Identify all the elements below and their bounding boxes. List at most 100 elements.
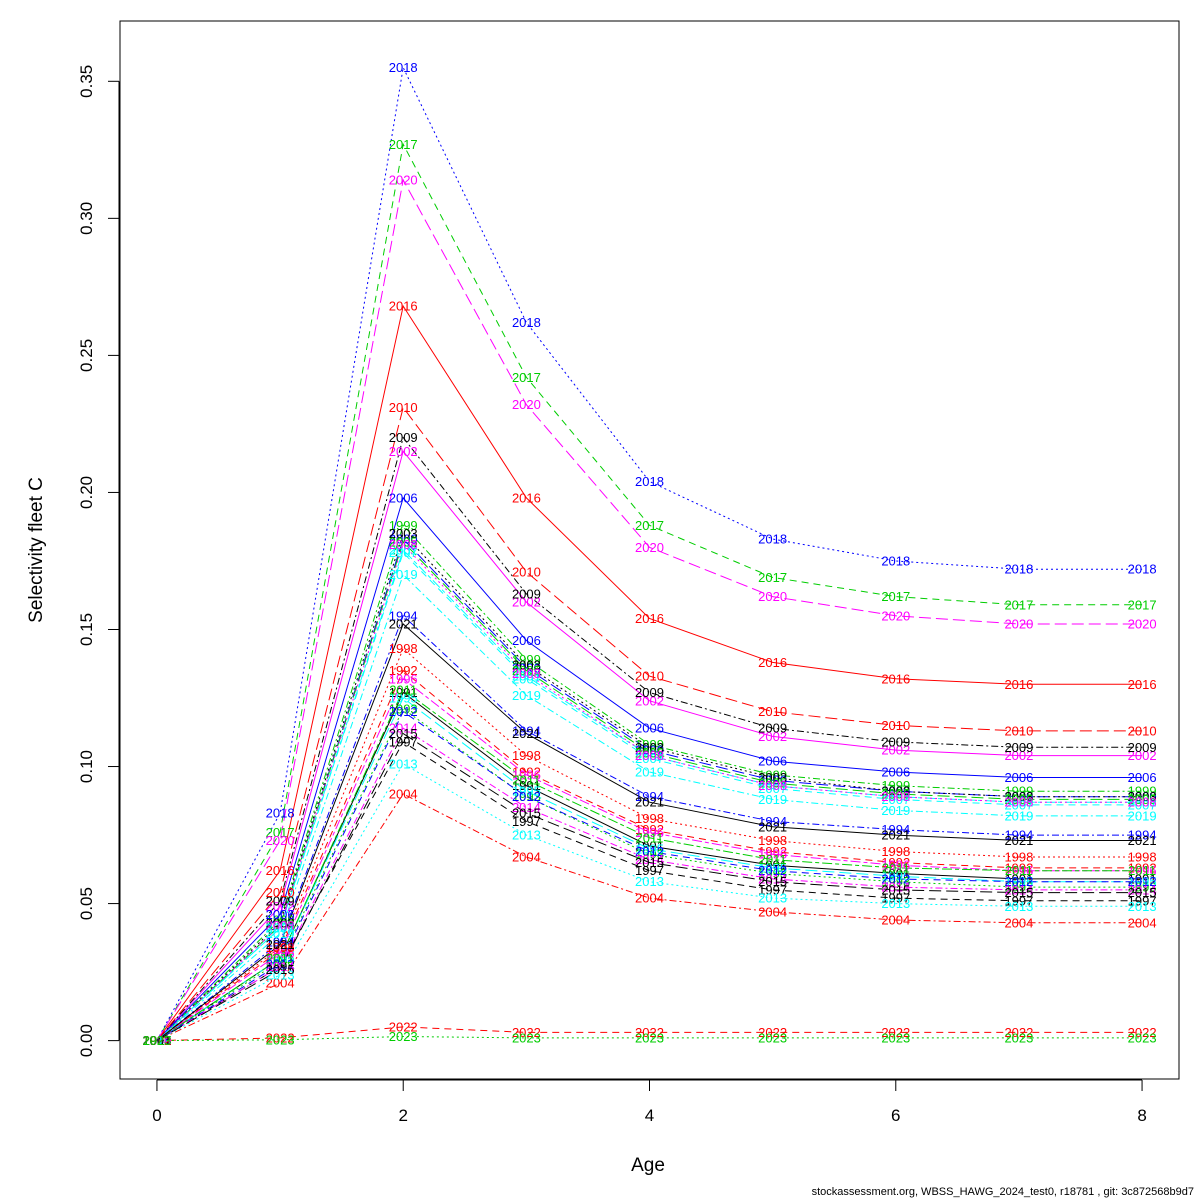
series-line-2015 bbox=[156, 732, 1143, 1042]
point-label-2015: 2015 bbox=[1128, 885, 1157, 900]
x-tick-label: 2 bbox=[398, 1106, 407, 1125]
point-label-2018: 2018 bbox=[266, 806, 295, 821]
point-label-1996: 1996 bbox=[266, 945, 295, 960]
point-label-1991: 1991 bbox=[1004, 871, 1033, 886]
point-label-2010: 2010 bbox=[142, 1033, 171, 1048]
point-label-2009: 2009 bbox=[1128, 740, 1157, 755]
point-label-2023: 2023 bbox=[881, 1030, 910, 1045]
point-label-2020: 2020 bbox=[266, 833, 295, 848]
point-label-2022: 2022 bbox=[1128, 1025, 1157, 1040]
point-label-2011: 2011 bbox=[1005, 863, 1033, 878]
point-label-1998: 1998 bbox=[389, 641, 418, 656]
point-label-2010: 2010 bbox=[512, 564, 541, 579]
point-label-2012: 2012 bbox=[512, 789, 541, 804]
point-label-2012: 2012 bbox=[881, 871, 910, 886]
point-label-2013: 2013 bbox=[266, 967, 295, 982]
point-label-2009: 2009 bbox=[512, 586, 541, 601]
point-label-2011: 2011 bbox=[1128, 863, 1156, 878]
series-line-2016 bbox=[156, 304, 1143, 1041]
point-label-2017: 2017 bbox=[635, 518, 664, 533]
point-label-2000: 2000 bbox=[266, 918, 295, 933]
point-label-1993: 1993 bbox=[142, 1033, 171, 1048]
point-label-2007: 2007 bbox=[266, 921, 295, 936]
point-label-2003: 2003 bbox=[758, 770, 787, 785]
point-label-1994: 1994 bbox=[142, 1033, 171, 1048]
point-label-1999: 1999 bbox=[389, 518, 418, 533]
point-label-2008: 2008 bbox=[758, 778, 787, 793]
series-line-1993 bbox=[156, 708, 1143, 1042]
point-label-1996: 1996 bbox=[142, 1033, 171, 1048]
point-label-2015: 2015 bbox=[1004, 885, 1033, 900]
point-label-2000: 2000 bbox=[512, 660, 541, 675]
point-label-1997: 1997 bbox=[512, 814, 541, 829]
y-tick-label: 0.00 bbox=[77, 1024, 96, 1057]
plot-frame bbox=[119, 20, 1180, 1080]
point-label-2004: 2004 bbox=[758, 904, 787, 919]
series-line-2002 bbox=[156, 450, 1143, 1041]
point-label-2023: 2023 bbox=[758, 1030, 787, 1045]
point-label-2019: 2019 bbox=[758, 792, 787, 807]
point-label-1997: 1997 bbox=[1128, 893, 1157, 908]
series-line-2012 bbox=[156, 710, 1143, 1042]
point-label-2003: 2003 bbox=[881, 784, 910, 799]
point-label-2022: 2022 bbox=[389, 1019, 418, 1034]
point-label-1995: 1995 bbox=[881, 869, 910, 884]
point-label-2007: 2007 bbox=[881, 792, 910, 807]
point-label-2014: 2014 bbox=[389, 721, 418, 736]
point-label-2010: 2010 bbox=[758, 704, 787, 719]
point-label-1992: 1992 bbox=[881, 855, 910, 870]
point-label-1992: 1992 bbox=[512, 765, 541, 780]
point-label-1997: 1997 bbox=[881, 891, 910, 906]
series-line-2000 bbox=[156, 538, 1143, 1041]
point-label-1992: 1992 bbox=[266, 943, 295, 958]
point-label-2018: 2018 bbox=[1128, 562, 1157, 577]
point-label-1998: 1998 bbox=[1004, 850, 1033, 865]
point-label-1992: 1992 bbox=[1128, 860, 1157, 875]
point-label-1999: 1999 bbox=[1128, 784, 1157, 799]
point-label-2018: 2018 bbox=[635, 474, 664, 489]
point-label-2005: 2005 bbox=[389, 534, 418, 549]
x-tick-label: 8 bbox=[1137, 1106, 1146, 1125]
point-label-2018: 2018 bbox=[389, 60, 418, 75]
point-label-1994: 1994 bbox=[389, 608, 418, 623]
y-tick-label: 0.05 bbox=[77, 887, 96, 920]
point-label-2009: 2009 bbox=[881, 734, 910, 749]
point-label-2023: 2023 bbox=[512, 1030, 541, 1045]
point-label-1998: 1998 bbox=[635, 811, 664, 826]
point-label-2014: 2014 bbox=[881, 880, 910, 895]
x-tick-label: 6 bbox=[891, 1106, 900, 1125]
point-label-2001: 2001 bbox=[635, 748, 664, 763]
point-label-2003: 2003 bbox=[142, 1033, 171, 1048]
y-tick-label: 0.25 bbox=[77, 339, 96, 372]
point-label-1994: 1994 bbox=[881, 822, 910, 837]
point-label-1998: 1998 bbox=[142, 1033, 171, 1048]
series-line-1999 bbox=[156, 524, 1143, 1041]
point-label-2013: 2013 bbox=[635, 874, 664, 889]
point-label-2010: 2010 bbox=[1128, 723, 1157, 738]
y-axis-title: Selectivity fleet C bbox=[26, 477, 47, 623]
point-label-2011: 2011 bbox=[882, 860, 910, 875]
point-label-1993: 1993 bbox=[1128, 880, 1157, 895]
point-label-2013: 2013 bbox=[1004, 899, 1033, 914]
series-line-2007 bbox=[156, 551, 1143, 1041]
point-label-2014: 2014 bbox=[512, 800, 541, 815]
point-label-2007: 2007 bbox=[1004, 797, 1033, 812]
point-label-2000: 2000 bbox=[881, 784, 910, 799]
point-label-2014: 2014 bbox=[142, 1033, 171, 1048]
point-label-2000: 2000 bbox=[142, 1033, 171, 1048]
point-label-2011: 2011 bbox=[143, 1033, 171, 1048]
point-label-2022: 2022 bbox=[635, 1025, 664, 1040]
point-label-1999: 1999 bbox=[142, 1033, 171, 1048]
point-label-1999: 1999 bbox=[266, 913, 295, 928]
point-label-2013: 2013 bbox=[512, 828, 541, 843]
point-label-2000: 2000 bbox=[1004, 789, 1033, 804]
point-label-2005: 2005 bbox=[758, 776, 787, 791]
point-label-1996: 1996 bbox=[758, 847, 787, 862]
point-label-1995: 1995 bbox=[1004, 874, 1033, 889]
point-label-2011: 2011 bbox=[512, 773, 540, 788]
point-label-2013: 2013 bbox=[881, 896, 910, 911]
point-label-2002: 2002 bbox=[881, 743, 910, 758]
point-label-2007: 2007 bbox=[1128, 797, 1157, 812]
x-tick-label: 4 bbox=[645, 1106, 654, 1125]
point-label-2002: 2002 bbox=[635, 693, 664, 708]
